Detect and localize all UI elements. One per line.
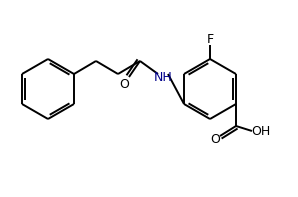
Text: F: F [207, 33, 214, 46]
Text: NH: NH [153, 71, 172, 84]
Text: OH: OH [251, 125, 271, 138]
Text: O: O [210, 133, 220, 146]
Text: O: O [119, 77, 129, 90]
